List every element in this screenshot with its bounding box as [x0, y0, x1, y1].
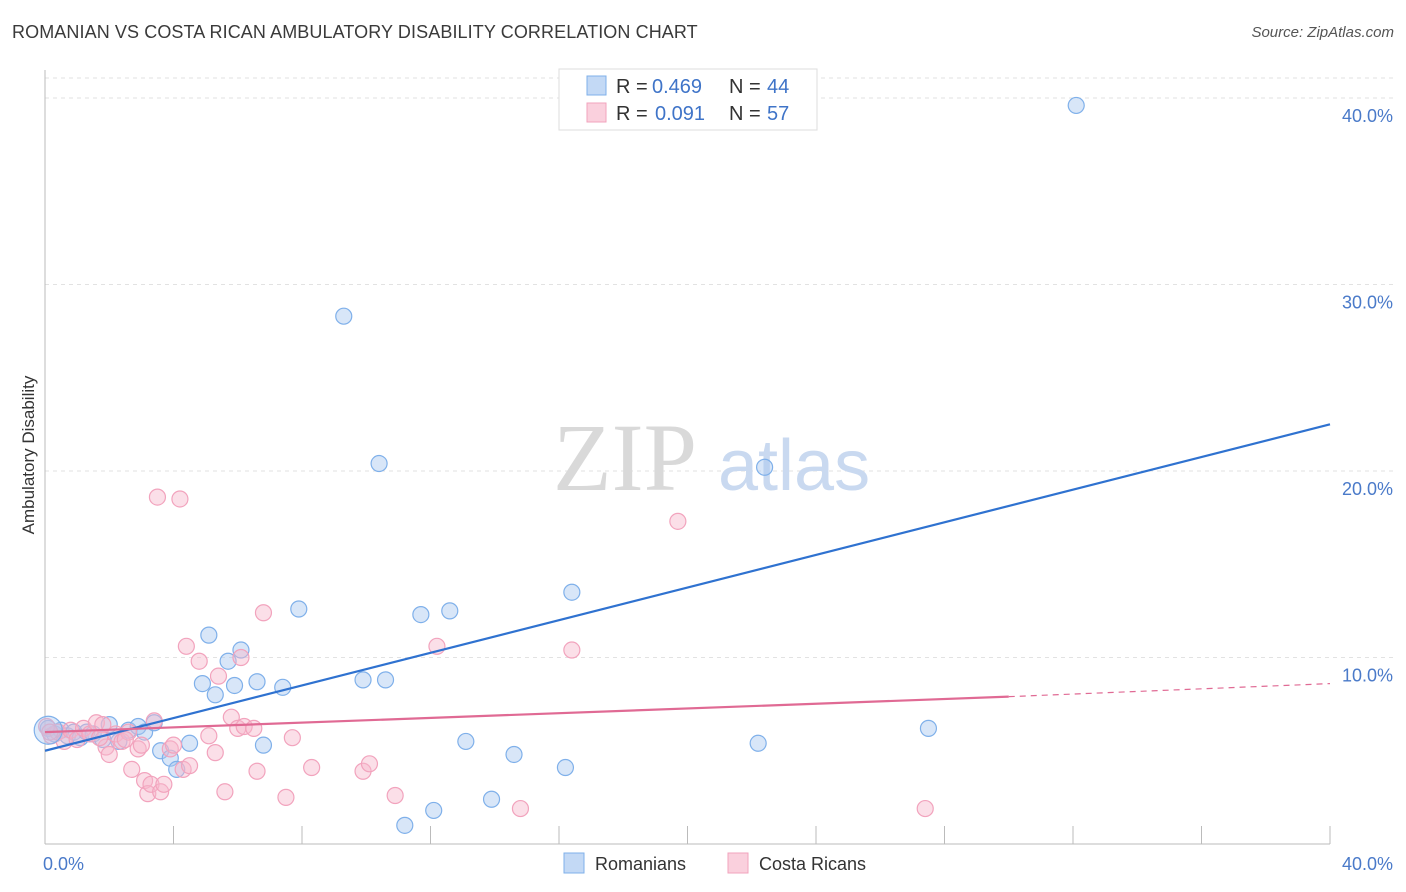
- y-tick-label: 20.0%: [1342, 479, 1393, 499]
- point-costa-ricans: [148, 488, 167, 506]
- point-costa-ricans: [100, 745, 118, 764]
- legend-n-label-costa-ricans: N =: [729, 103, 761, 125]
- points-layer: [33, 96, 1085, 834]
- gridlines: [45, 77, 1395, 658]
- point-costa-ricans: [669, 512, 687, 530]
- point-costa-ricans: [164, 736, 183, 754]
- legend-r-value-costa-ricans: 0.091: [655, 103, 705, 125]
- legend-swatch-costa-ricans: [586, 102, 607, 123]
- point-romanians: [412, 605, 430, 624]
- point-romanians: [396, 816, 414, 834]
- point-costa-ricans: [209, 667, 228, 685]
- point-romanians: [200, 626, 218, 644]
- point-cluster-origin: [33, 715, 63, 745]
- bottom-legend: Romanians Costa Ricans: [563, 852, 866, 874]
- point-romanians: [482, 790, 501, 808]
- point-costa-ricans: [216, 783, 234, 801]
- point-romanians: [505, 745, 523, 764]
- point-costa-ricans: [200, 727, 218, 745]
- x-tick-label-max: 40.0%: [1342, 854, 1393, 874]
- point-romanians: [457, 732, 475, 751]
- point-costa-ricans: [155, 775, 173, 793]
- bottom-legend-swatch-costa-ricans: [727, 852, 749, 874]
- point-costa-ricans: [123, 760, 141, 778]
- point-romanians: [563, 583, 581, 601]
- y-tick-label: 40.0%: [1342, 106, 1393, 126]
- trend-line-costa-ricans-extension: [1008, 683, 1331, 698]
- point-costa-ricans: [139, 785, 157, 803]
- trend-line-romanians: [44, 423, 1331, 752]
- watermark-zip: ZIP: [553, 404, 697, 511]
- trend-line-costa-ricans: [44, 695, 1009, 734]
- point-romanians: [206, 686, 224, 704]
- point-costa-ricans: [386, 786, 404, 805]
- point-costa-ricans: [283, 729, 301, 747]
- y-tick-label: 30.0%: [1342, 292, 1393, 312]
- axes: [44, 70, 1331, 845]
- x-tick-labels: 0.0% 40.0%: [43, 854, 1393, 874]
- point-romanians: [556, 758, 575, 777]
- point-costa-ricans: [303, 758, 321, 777]
- point-costa-ricans: [248, 762, 266, 780]
- legend-r-label-costa-ricans: R =: [616, 103, 648, 125]
- y-tick-label: 10.0%: [1342, 665, 1393, 685]
- trend-lines: [44, 423, 1331, 752]
- point-costa-ricans: [360, 755, 379, 773]
- point-costa-ricans: [916, 799, 934, 818]
- point-costa-ricans: [132, 736, 150, 754]
- point-costa-ricans: [116, 730, 134, 749]
- point-costa-ricans: [206, 744, 224, 762]
- point-romanians: [354, 671, 372, 689]
- point-costa-ricans: [563, 641, 581, 659]
- point-costa-ricans: [277, 788, 295, 806]
- legend-r-label-romanians: R =: [616, 76, 648, 98]
- point-romanians: [254, 736, 273, 754]
- point-romanians: [370, 454, 388, 473]
- watermark-atlas: atlas: [718, 426, 870, 506]
- point-costa-ricans: [245, 719, 263, 737]
- point-costa-ricans: [254, 604, 273, 622]
- bottom-legend-label-costa-ricans: Costa Ricans: [759, 854, 866, 874]
- point-romanians: [441, 602, 459, 620]
- point-romanians: [219, 652, 237, 670]
- legend-r-value-romanians: 0.469: [652, 76, 702, 98]
- point-romanians: [425, 801, 443, 820]
- point-romanians: [168, 760, 186, 778]
- point-romanians: [749, 734, 767, 752]
- point-romanians: [376, 671, 395, 689]
- point-romanians: [755, 458, 774, 476]
- bottom-legend-swatch-romanians: [563, 852, 585, 874]
- bottom-legend-label-romanians: Romanians: [595, 854, 686, 874]
- point-romanians: [225, 676, 244, 695]
- point-costa-ricans: [171, 490, 189, 508]
- top-legend: R = 0.469 N = 44 R = 0.091 N = 57: [558, 68, 818, 131]
- point-romanians: [919, 719, 938, 737]
- point-costa-ricans: [38, 717, 56, 736]
- point-costa-ricans: [180, 757, 199, 775]
- legend-swatch-romanians: [586, 75, 607, 96]
- point-costa-ricans: [190, 652, 208, 670]
- x-tick-label-min: 0.0%: [43, 854, 84, 874]
- point-romanians: [335, 307, 353, 325]
- legend-n-value-costa-ricans: 57: [767, 103, 789, 125]
- point-costa-ricans: [232, 648, 250, 667]
- point-costa-ricans: [94, 716, 112, 734]
- point-romanians: [1067, 96, 1085, 115]
- point-costa-ricans: [511, 799, 530, 818]
- point-romanians: [180, 734, 199, 752]
- point-romanians: [248, 673, 266, 691]
- y-axis-label: Ambulatory Disability: [19, 375, 38, 534]
- point-romanians: [193, 675, 212, 693]
- chart-title: ROMANIAN VS COSTA RICAN AMBULATORY DISAB…: [12, 22, 698, 42]
- point-romanians: [290, 600, 308, 618]
- legend-n-label-romanians: N =: [729, 76, 761, 98]
- point-romanians: [274, 678, 292, 696]
- point-costa-ricans: [177, 637, 195, 655]
- source-label: Source: ZipAtlas.com: [1251, 24, 1394, 41]
- legend-n-value-romanians: 44: [767, 76, 789, 98]
- y-tick-labels: 10.0% 20.0% 30.0% 40.0%: [1342, 106, 1393, 686]
